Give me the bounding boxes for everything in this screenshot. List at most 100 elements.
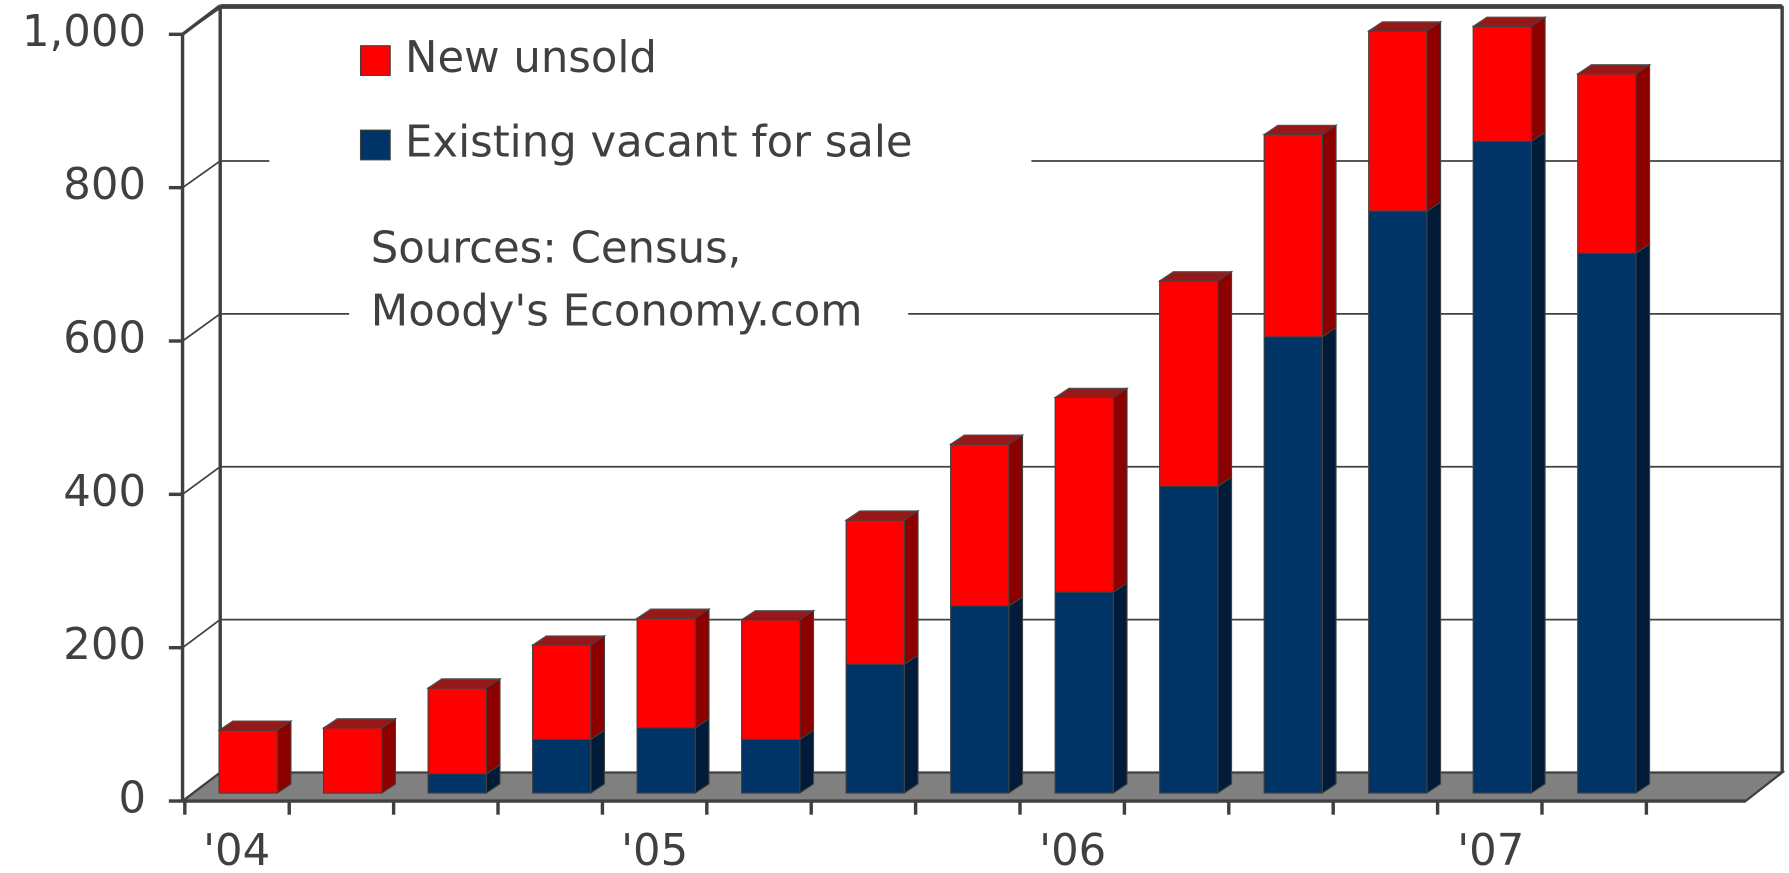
bar-side (694, 608, 710, 729)
bar-top (426, 678, 502, 689)
bar-segment (321, 717, 398, 795)
bar-segment (1157, 270, 1234, 488)
bar-side (590, 729, 606, 795)
bar-segment (532, 729, 606, 795)
bar-side (1426, 20, 1442, 213)
bar-front (1054, 591, 1114, 794)
x-tick-label: '07 (1457, 826, 1524, 873)
bar-top (844, 510, 920, 521)
bar-top (1053, 387, 1129, 398)
bar-front (1159, 485, 1219, 794)
grid-line (182, 313, 221, 342)
x-tick-label: '06 (1039, 826, 1106, 873)
bar-segment (636, 717, 710, 795)
bar-front (427, 687, 487, 775)
x-tick-label: '05 (621, 826, 688, 873)
y-tick-label: 400 (63, 467, 146, 517)
bar-segment (217, 719, 293, 795)
annotation-background (349, 222, 909, 343)
bar-top (1575, 64, 1652, 75)
bar-side (381, 717, 397, 795)
bar-segment (1472, 131, 1546, 795)
bar-front (1472, 25, 1532, 142)
bar-segment (1471, 16, 1547, 143)
y-tick-label: 600 (63, 314, 146, 364)
bar-side (1112, 581, 1128, 795)
bar-segment (530, 634, 607, 741)
legend-swatch (359, 45, 391, 76)
bar-side (694, 717, 710, 795)
bar-side (903, 509, 919, 666)
bar-front (741, 738, 801, 794)
bar-segment (1053, 387, 1129, 594)
bar-front (427, 773, 487, 794)
grid-line (182, 160, 221, 189)
bar-side (903, 654, 919, 795)
bar-front (1472, 140, 1532, 794)
bar-side (1112, 387, 1128, 594)
bar-front (1159, 280, 1219, 487)
bar-segment (739, 609, 816, 741)
y-tick-label: 0 (118, 774, 146, 824)
bar-side (1426, 200, 1442, 795)
x-tick-label: '04 (203, 826, 270, 873)
bar-side (1530, 16, 1546, 143)
bar-segment (1368, 200, 1442, 795)
bar-front (1263, 336, 1323, 794)
legend-background (269, 34, 1032, 183)
bar-front (1577, 73, 1637, 254)
bar-side (1635, 63, 1651, 255)
bar-top (530, 635, 607, 646)
grid-line (182, 618, 221, 649)
y-tick-label: 200 (63, 620, 146, 670)
bar-segment (1262, 124, 1338, 338)
bar-top (1157, 271, 1234, 282)
grid-line (182, 466, 221, 496)
bar-front (1577, 252, 1637, 794)
bar-segment (1577, 243, 1651, 795)
bar-side (485, 677, 501, 775)
bar-segment (845, 654, 919, 795)
bar-side (1635, 243, 1651, 795)
bar-segment (1159, 476, 1233, 795)
bar-front (636, 617, 696, 729)
bar-segment (1575, 63, 1652, 255)
bar-front (1368, 210, 1428, 794)
bar-segment (741, 729, 815, 795)
grid-line (182, 771, 221, 802)
bar-front (845, 663, 905, 794)
bar-top (1471, 16, 1547, 27)
bar-front (218, 729, 278, 794)
bar-segment (1263, 326, 1337, 795)
bar-segment (950, 595, 1024, 795)
legend-swatch (359, 129, 391, 161)
annotation: Moody's Economy.com (371, 286, 863, 336)
bar-front (1054, 396, 1114, 593)
grid-line (182, 7, 221, 36)
bar-side (1008, 433, 1024, 608)
bar-top (1366, 21, 1443, 32)
legend-label: Existing vacant for sale (405, 117, 913, 167)
y-tick-label: 1,000 (22, 7, 146, 57)
bar-segment (1054, 581, 1128, 795)
bar-top (635, 608, 711, 619)
bar-top (321, 718, 398, 729)
bar-front (532, 644, 592, 740)
bar-side (1217, 476, 1233, 795)
bar-front (1368, 30, 1428, 212)
bar-front (845, 519, 905, 665)
bar-side (1530, 131, 1546, 795)
bar-segment (1366, 20, 1443, 213)
bar-side (1321, 124, 1337, 338)
bar-front (1263, 133, 1323, 338)
bar-segment (844, 509, 920, 666)
bar-front (950, 443, 1010, 607)
bar-top (1262, 124, 1338, 136)
bar-front (323, 727, 383, 794)
y-tick-label: 800 (63, 160, 146, 210)
bar-top (948, 434, 1025, 445)
bar-top (739, 610, 816, 621)
bar-side (799, 609, 815, 741)
bar-side (590, 634, 606, 741)
